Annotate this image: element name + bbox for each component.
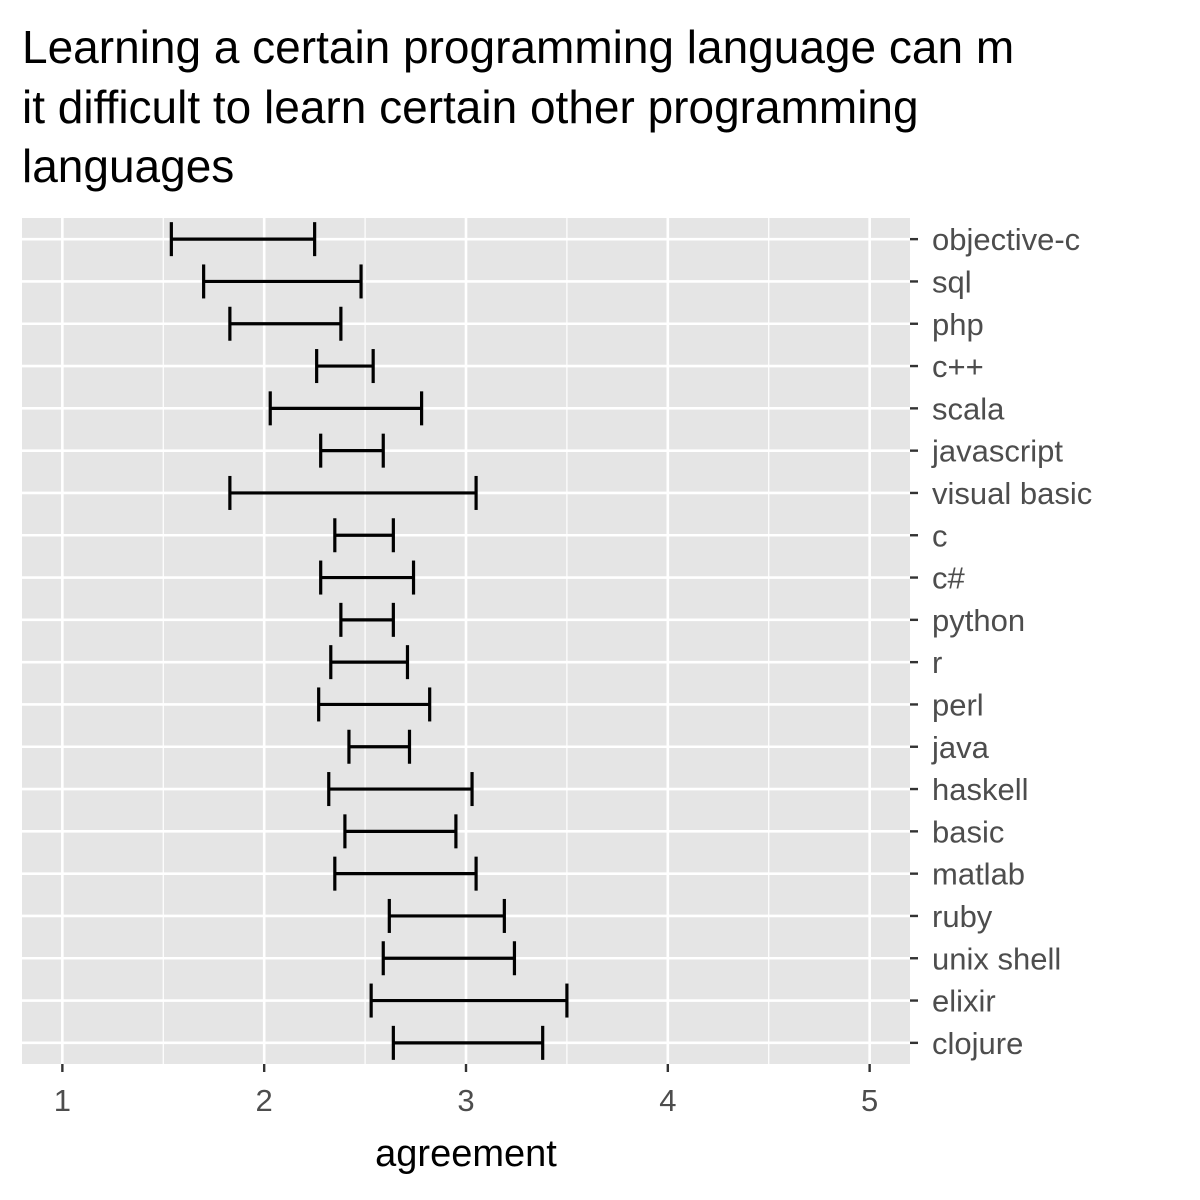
y-tick-label: c++: [932, 349, 984, 384]
error-bar: [327, 772, 474, 807]
error-bar: [369, 983, 569, 1018]
y-tick-label: php: [932, 307, 984, 342]
y-tick-label: java: [931, 730, 990, 765]
y-tick-label: haskell: [932, 772, 1029, 807]
x-tick-label: 4: [659, 1083, 676, 1118]
error-bar: [343, 814, 458, 849]
y-tick-label: matlab: [932, 857, 1025, 892]
y-tick-label: objective-c: [932, 222, 1080, 257]
y-tick-label: elixir: [932, 984, 996, 1019]
error-bar: [268, 391, 424, 426]
y-tick-label: r: [932, 645, 942, 680]
x-tick-label: 3: [457, 1083, 474, 1118]
grid: [22, 218, 910, 1064]
x-tick-label: 5: [861, 1083, 878, 1118]
x-tick-label: 1: [54, 1083, 71, 1118]
y-tick-label: sql: [932, 264, 972, 299]
y-tick-label: scala: [932, 391, 1005, 426]
y-tick-label: clojure: [932, 1026, 1023, 1061]
y-tick-label: ruby: [932, 899, 993, 934]
title-line-2: it difficult to learn certain other prog…: [22, 81, 919, 133]
y-tick-label: perl: [932, 687, 984, 722]
x-axis-title: agreement: [375, 1133, 557, 1175]
y-tick-label: javascript: [931, 434, 1063, 469]
y-tick-label: c#: [932, 561, 966, 596]
error-bar: [391, 1025, 545, 1060]
error-bar: [381, 941, 517, 976]
x-axis: 1 2 3 4 5: [54, 1064, 878, 1118]
y-tick-label: basic: [932, 814, 1004, 849]
error-bar: [329, 645, 410, 680]
error-bar: [315, 349, 375, 384]
error-bar: [347, 729, 412, 764]
y-tick-label: python: [932, 603, 1025, 638]
error-bars: [169, 222, 569, 1060]
error-bar: [319, 433, 385, 468]
y-tick-label: visual basic: [932, 476, 1092, 511]
title-line-1: Learning a certain programming language …: [22, 21, 1014, 73]
title-line-3: languages: [22, 140, 234, 192]
y-tick-label: c: [932, 518, 948, 553]
y-axis: objective-c sql php c++ scala javascript visua…: [910, 222, 1092, 1061]
error-bar: [339, 602, 395, 637]
x-tick-label: 2: [256, 1083, 273, 1118]
error-bar: [202, 264, 363, 299]
error-bar: [169, 222, 317, 257]
chart-title: Learning a certain programming language …: [22, 21, 1014, 192]
error-bar: [387, 898, 506, 933]
error-bar: [317, 687, 432, 722]
error-bar: [333, 518, 395, 553]
error-bar: [319, 560, 416, 595]
error-bar: [333, 856, 478, 891]
y-tick-label: unix shell: [932, 941, 1061, 976]
error-bar: [228, 475, 478, 510]
error-bar: [228, 306, 343, 341]
